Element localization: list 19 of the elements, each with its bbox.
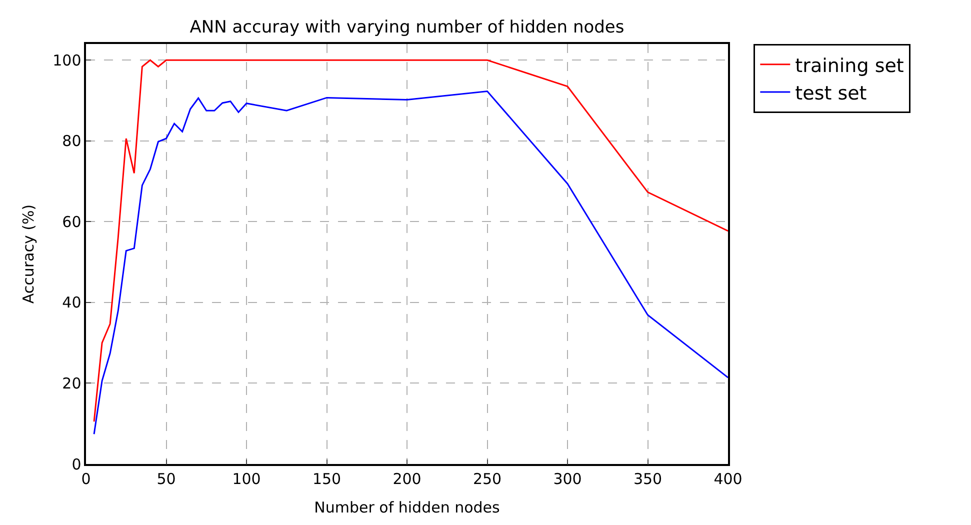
chart-title: ANN accuray with varying number of hidden nodes: [190, 17, 624, 38]
x-tick-label: 100: [232, 470, 261, 488]
y-tick-label: 80: [62, 132, 82, 150]
y-tick-label: 100: [52, 51, 82, 70]
y-tick-label: 60: [62, 212, 82, 231]
x-tick-label: 400: [714, 470, 742, 488]
legend-label: test set: [795, 82, 867, 104]
x-tick-label: 300: [553, 470, 582, 488]
x-tick-label: 350: [633, 470, 662, 488]
x-tick-label: 50: [156, 470, 176, 488]
x-tick-label: 150: [312, 470, 342, 488]
x-tick-label: 250: [472, 470, 502, 488]
y-tick-label: 0: [72, 455, 82, 474]
x-axis-title: Number of hidden nodes: [314, 498, 500, 516]
legend-label: training set: [795, 54, 904, 77]
y-axis-title: Accuracy (%): [19, 204, 38, 304]
x-tick-label: 200: [392, 470, 422, 488]
y-tick-label: 40: [62, 294, 82, 312]
y-tick-label: 20: [62, 374, 82, 392]
